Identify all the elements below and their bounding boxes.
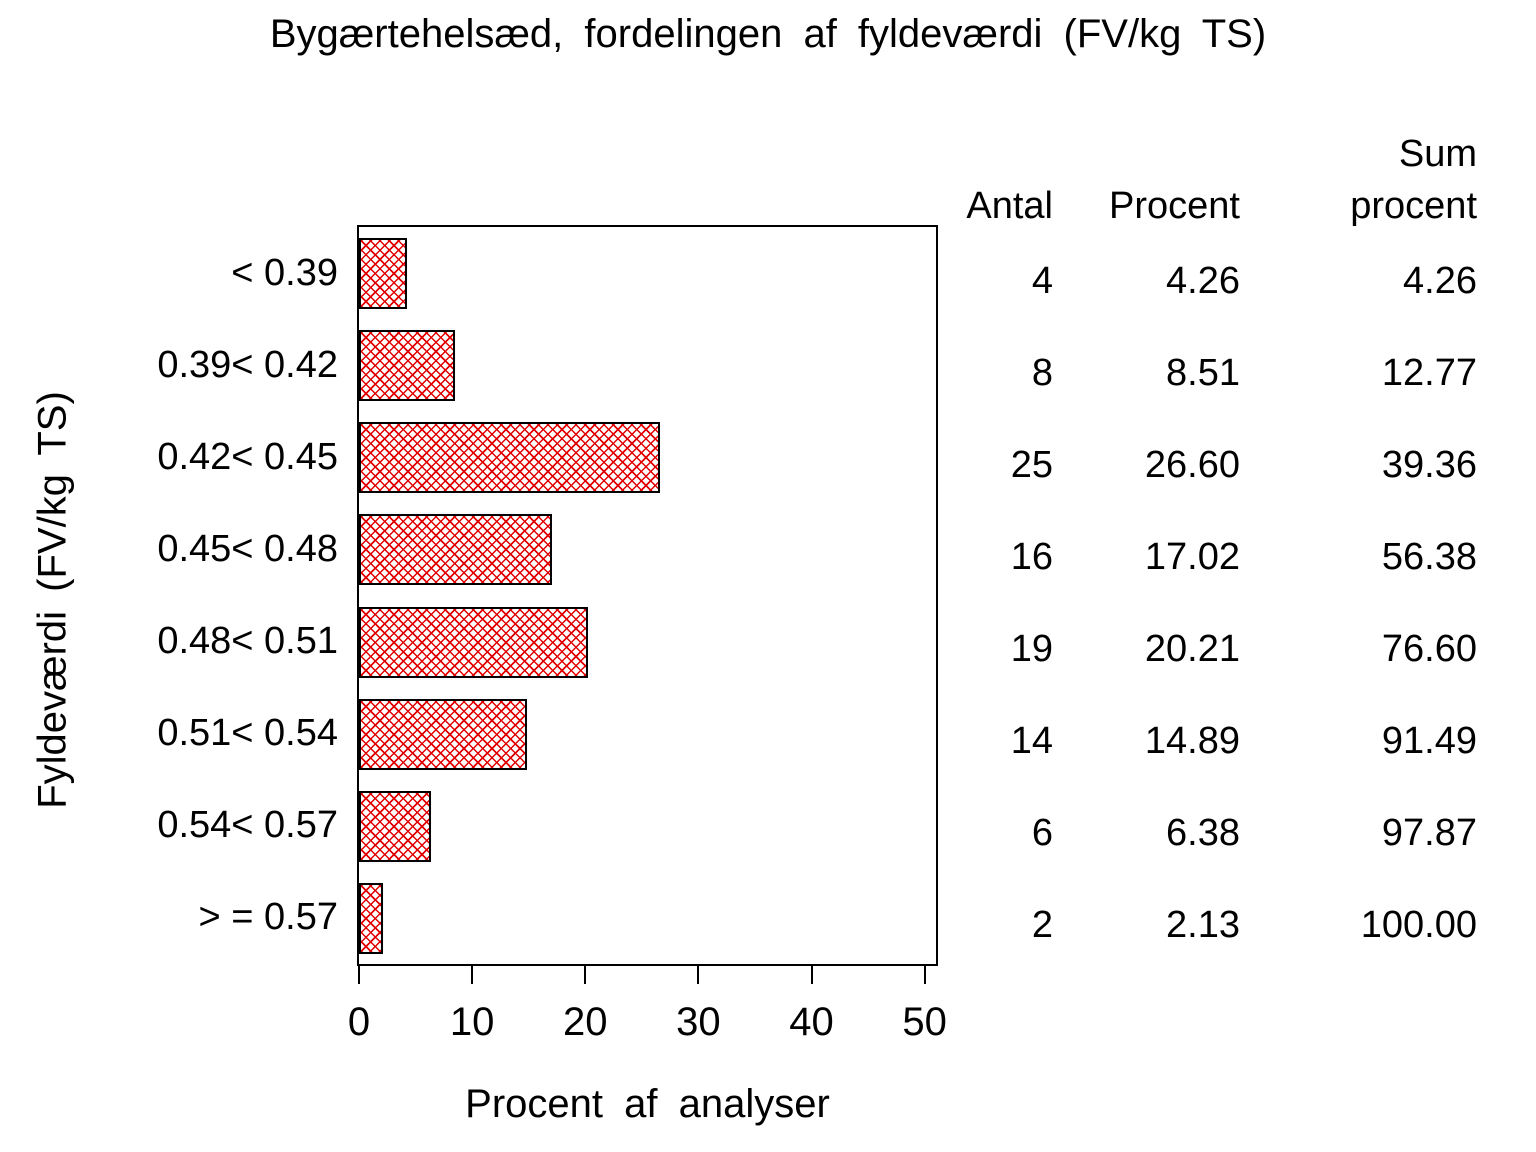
x-tick-label: 40 (789, 1000, 834, 1044)
cell-sum: 39.36 (1381, 443, 1477, 486)
category-label: 0.51< 0.54 (157, 712, 338, 755)
stats-row-0.45< 0.48: 16 17.02 56.38 (920, 511, 1477, 603)
cell-antal: 4 (1031, 259, 1053, 302)
x-axis-label: Procent af analyser (465, 1082, 830, 1126)
cell-procent: 4.26 (1166, 259, 1240, 302)
stats-row-0.54< 0.57: 6 6.38 97.87 (920, 788, 1477, 880)
header-sum-procent: Sum procent (1240, 128, 1477, 232)
x-tick-mark (923, 966, 926, 984)
cell-antal: 25 (1010, 443, 1053, 486)
cell-procent: 20.21 (1144, 628, 1240, 671)
cell-antal: 2 (1031, 904, 1053, 947)
stats-table-rows: 4 4.26 4.26 8 8.51 12.77 25 26.60 39.36 16 17.02 56… (920, 235, 1477, 972)
cell-antal: 16 (1010, 535, 1053, 578)
category-label: > = 0.57 (198, 896, 338, 939)
bar-< 0.39 (359, 238, 407, 309)
chart-title: Bygærtehelsæd, fordelingen af fyldeværdi… (269, 12, 1267, 56)
header-sum-line1: Sum (1398, 133, 1477, 175)
cell-sum: 12.77 (1381, 351, 1477, 394)
stats-row-0.39< 0.42: 8 8.51 12.77 (920, 327, 1477, 419)
category-label: 0.54< 0.57 (157, 804, 338, 847)
cell-procent: 6.38 (1166, 812, 1240, 855)
x-tick-label: 10 (449, 1000, 495, 1044)
x-tick-mark (697, 966, 700, 984)
cell-procent: 26.60 (1144, 443, 1240, 486)
plot-area (357, 225, 938, 966)
y-category-labels: < 0.39 0.39< 0.42 0.42< 0.45 0.45< 0.48 0.48… (60, 227, 338, 964)
x-tick-mark (584, 966, 587, 984)
cell-antal: 6 (1031, 812, 1053, 855)
stats-table-header: Antal Procent Sum procent (920, 126, 1477, 232)
bar-0.39< 0.42 (359, 330, 455, 402)
header-antal: Antal (966, 185, 1053, 227)
category-label: 0.45< 0.48 (157, 527, 338, 570)
header-sum-line2: procent (1350, 185, 1477, 227)
cell-procent: 17.02 (1144, 535, 1240, 578)
x-tick-label: 20 (563, 1000, 608, 1044)
cell-procent: 2.13 (1166, 904, 1240, 947)
bar-0.51< 0.54 (359, 698, 527, 770)
category-label: 0.48< 0.51 (157, 620, 338, 663)
x-tick-label: 0 (347, 1000, 371, 1044)
cell-antal: 19 (1010, 628, 1053, 671)
stats-row-0.51< 0.54: 14 14.89 91.49 (920, 696, 1477, 788)
x-tick-label: 50 (902, 1000, 947, 1044)
stats-row-0.42< 0.45: 25 26.60 39.36 (920, 419, 1477, 511)
cell-procent: 8.51 (1166, 351, 1240, 394)
bar-0.54< 0.57 (359, 790, 431, 862)
cell-procent: 14.89 (1144, 720, 1240, 763)
category-label: 0.42< 0.45 (157, 435, 338, 478)
x-tick-label: 30 (676, 1000, 721, 1044)
bar-0.48< 0.51 (359, 606, 588, 678)
x-tick-mark (358, 966, 360, 984)
x-tick-mark (471, 966, 474, 984)
bar-0.45< 0.48 (359, 514, 552, 586)
cell-antal: 14 (1010, 720, 1053, 763)
stats-row-< 0.39: 4 4.26 4.26 (920, 235, 1477, 327)
bar-0.42< 0.45 (359, 422, 660, 494)
cell-sum: 56.38 (1381, 535, 1477, 578)
cell-sum: 4.26 (1403, 259, 1477, 302)
cell-sum: 100.00 (1360, 904, 1477, 947)
cell-antal: 8 (1031, 351, 1053, 394)
cell-sum: 76.60 (1381, 628, 1477, 671)
category-label: < 0.39 (231, 251, 338, 294)
x-tick-mark (810, 966, 813, 984)
cell-sum: 97.87 (1381, 812, 1477, 855)
stats-row-0.48< 0.51: 19 20.21 76.60 (920, 604, 1477, 696)
cell-sum: 91.49 (1381, 720, 1477, 763)
stats-row-> = 0.57: 2 2.13 100.00 (920, 880, 1477, 972)
bar-> = 0.57 (359, 882, 383, 954)
category-label: 0.39< 0.42 (157, 343, 338, 386)
header-procent: Procent (1109, 185, 1240, 227)
